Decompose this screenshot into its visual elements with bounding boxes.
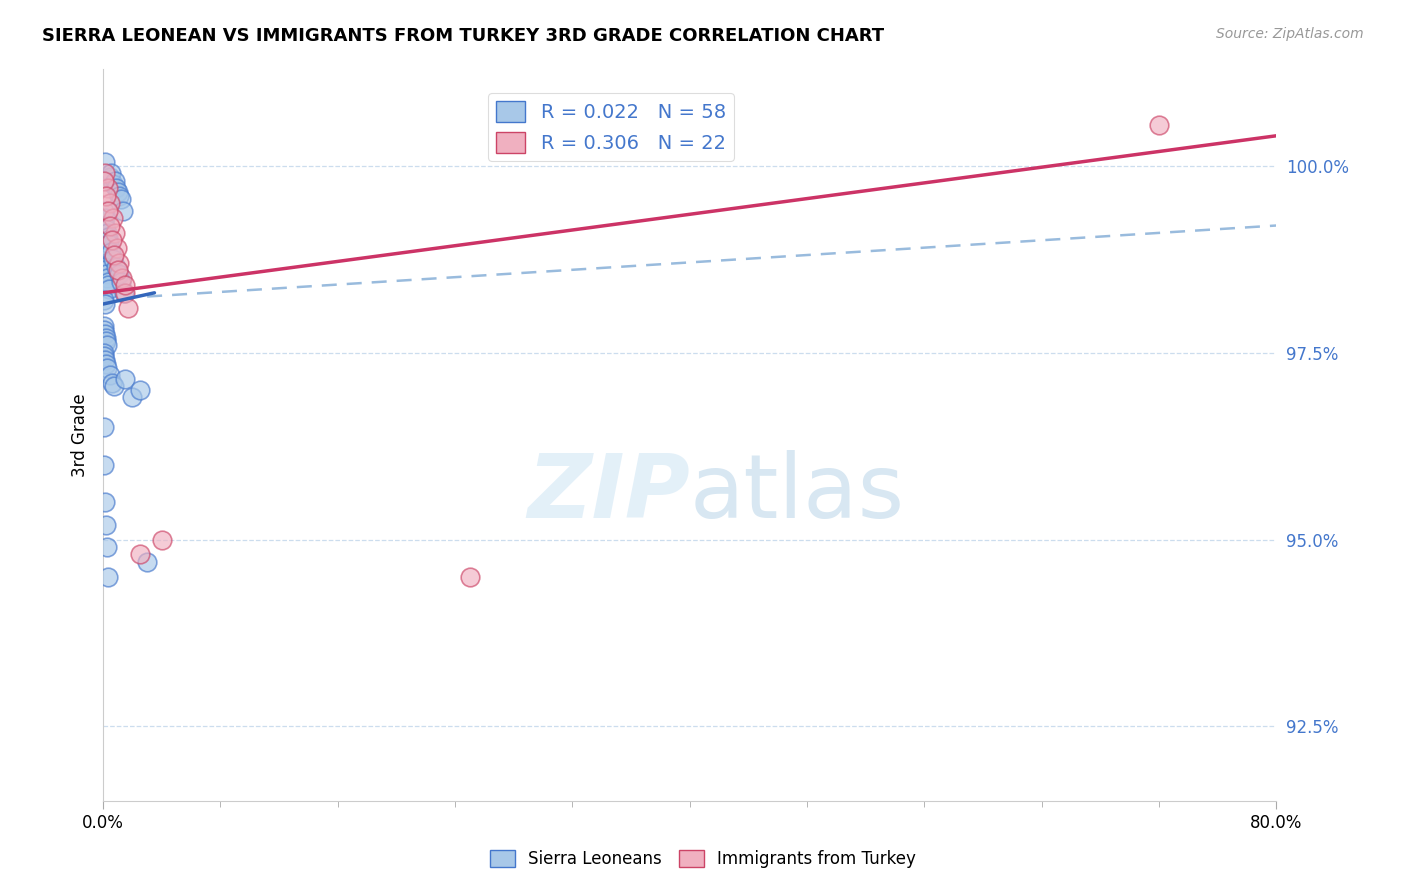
Point — [104, 260, 127, 274]
Point — [1147, 118, 1170, 132]
Point — [100, 166, 122, 180]
Point — [103, 178, 125, 192]
Point — [94, 331, 117, 345]
Point — [111, 271, 134, 285]
Point — [94, 267, 117, 281]
Point — [93, 319, 115, 334]
Point — [93, 211, 115, 225]
Legend: Sierra Leoneans, Immigrants from Turkey: Sierra Leoneans, Immigrants from Turkey — [484, 843, 922, 875]
Point — [114, 278, 136, 293]
Point — [93, 350, 115, 364]
Y-axis label: 3rd Grade: 3rd Grade — [72, 393, 89, 476]
Point — [96, 275, 118, 289]
Point — [94, 353, 117, 368]
Point — [94, 517, 117, 532]
Point — [107, 263, 129, 277]
Point — [98, 282, 121, 296]
Point — [104, 174, 127, 188]
Point — [101, 252, 124, 267]
Point — [108, 256, 131, 270]
Point — [93, 256, 115, 270]
Point — [94, 357, 117, 371]
Point — [98, 237, 121, 252]
Point — [128, 383, 150, 397]
Point — [96, 203, 118, 218]
Point — [93, 293, 115, 308]
Point — [101, 211, 124, 225]
Point — [100, 196, 122, 211]
Point — [93, 174, 115, 188]
Point — [96, 360, 118, 375]
Point — [96, 229, 118, 244]
Point — [93, 323, 115, 337]
Point — [96, 334, 118, 349]
Point — [96, 271, 118, 285]
Point — [93, 345, 115, 359]
Point — [98, 219, 121, 233]
Point — [101, 376, 124, 390]
Point — [94, 188, 117, 202]
Point — [114, 285, 136, 300]
Point — [458, 570, 481, 584]
Text: atlas: atlas — [689, 450, 904, 537]
Point — [93, 203, 115, 218]
Point — [112, 285, 135, 300]
Point — [104, 226, 127, 240]
Point — [121, 391, 143, 405]
Point — [111, 203, 134, 218]
Point — [110, 192, 132, 206]
Text: Source: ZipAtlas.com: Source: ZipAtlas.com — [1216, 27, 1364, 41]
Point — [97, 234, 120, 248]
Point — [98, 169, 121, 184]
Point — [93, 420, 115, 434]
Point — [110, 275, 132, 289]
Point — [100, 244, 122, 259]
Point — [93, 297, 115, 311]
Point — [103, 248, 125, 262]
Point — [93, 260, 115, 274]
Point — [103, 379, 125, 393]
Point — [94, 155, 117, 169]
Point — [94, 495, 117, 509]
Point — [94, 222, 117, 236]
Point — [105, 181, 128, 195]
Point — [108, 188, 131, 202]
Point — [94, 326, 117, 341]
Point — [96, 226, 118, 240]
Point — [96, 540, 118, 554]
Text: ZIP: ZIP — [527, 450, 689, 537]
Point — [97, 181, 120, 195]
Point — [107, 185, 129, 199]
Point — [94, 219, 117, 233]
Point — [117, 301, 139, 315]
Point — [94, 263, 117, 277]
Point — [107, 267, 129, 281]
Point — [94, 166, 117, 180]
Point — [93, 458, 115, 472]
Point — [105, 241, 128, 255]
Point — [150, 533, 173, 547]
Point — [97, 278, 120, 293]
Text: SIERRA LEONEAN VS IMMIGRANTS FROM TURKEY 3RD GRADE CORRELATION CHART: SIERRA LEONEAN VS IMMIGRANTS FROM TURKEY… — [42, 27, 884, 45]
Point — [128, 548, 150, 562]
Legend: R = 0.022   N = 58, R = 0.306   N = 22: R = 0.022 N = 58, R = 0.306 N = 22 — [488, 93, 734, 161]
Point — [136, 555, 159, 569]
Point — [114, 372, 136, 386]
Point — [96, 338, 118, 352]
Point — [97, 570, 120, 584]
Point — [100, 368, 122, 382]
Point — [101, 234, 124, 248]
